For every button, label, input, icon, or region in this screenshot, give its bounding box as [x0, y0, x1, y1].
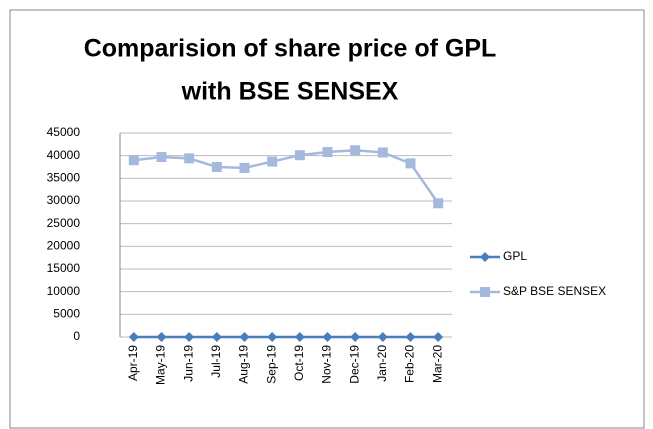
data-point — [294, 150, 305, 161]
y-tick-label: 10000 — [47, 284, 81, 298]
legend-label: GPL — [503, 249, 527, 263]
y-tick-label: 30000 — [47, 193, 81, 207]
data-point — [128, 332, 139, 342]
x-tick-label: Oct-19 — [292, 345, 306, 381]
x-tick-label: Jun-19 — [181, 345, 195, 382]
data-point — [350, 145, 361, 156]
legend-label: S&P BSE SENSEX — [503, 284, 606, 298]
x-tick-label: May-19 — [154, 345, 168, 385]
chart-title: with BSE SENSEX — [181, 78, 399, 106]
y-tick-label: 15000 — [47, 261, 81, 275]
x-tick-label: Dec-19 — [347, 345, 361, 384]
data-point — [211, 162, 222, 172]
x-tick-label: Aug-19 — [237, 345, 251, 384]
data-point — [128, 155, 139, 166]
data-point — [184, 332, 195, 342]
data-point — [322, 147, 333, 158]
x-tick-label: Sep-19 — [264, 345, 278, 384]
legend-marker — [480, 287, 490, 297]
data-point — [405, 332, 416, 342]
data-point — [267, 156, 278, 167]
x-tick-label: Nov-19 — [320, 345, 334, 384]
data-point — [322, 332, 333, 342]
data-point — [294, 332, 305, 342]
x-tick-label: Mar-20 — [430, 345, 444, 383]
data-point — [433, 332, 444, 342]
data-point — [239, 162, 250, 173]
x-tick-label: Apr-19 — [126, 345, 140, 381]
y-tick-label: 35000 — [47, 171, 81, 185]
data-point — [350, 332, 361, 342]
data-point — [377, 147, 388, 158]
data-point — [239, 332, 250, 342]
chart-title: Comparision of share price of GPL — [84, 35, 497, 63]
y-tick-label: 25000 — [47, 216, 81, 230]
y-tick-label: 40000 — [47, 148, 81, 162]
data-point — [405, 158, 416, 169]
y-tick-label: 5000 — [53, 307, 80, 321]
x-tick-label: Jan-20 — [375, 345, 389, 382]
chart-frame — [9, 9, 645, 429]
y-tick-label: 0 — [73, 329, 80, 343]
data-point — [184, 153, 195, 164]
x-tick-label: Feb-20 — [403, 345, 417, 383]
data-point — [211, 332, 222, 342]
y-tick-label: 20000 — [47, 239, 81, 253]
data-point — [267, 332, 278, 342]
x-tick-label: Jul-19 — [209, 345, 223, 378]
y-tick-label: 45000 — [47, 125, 81, 139]
legend-marker — [480, 252, 490, 262]
data-point — [156, 152, 167, 163]
data-point — [156, 332, 167, 342]
data-point — [377, 332, 388, 342]
data-point — [433, 198, 444, 209]
